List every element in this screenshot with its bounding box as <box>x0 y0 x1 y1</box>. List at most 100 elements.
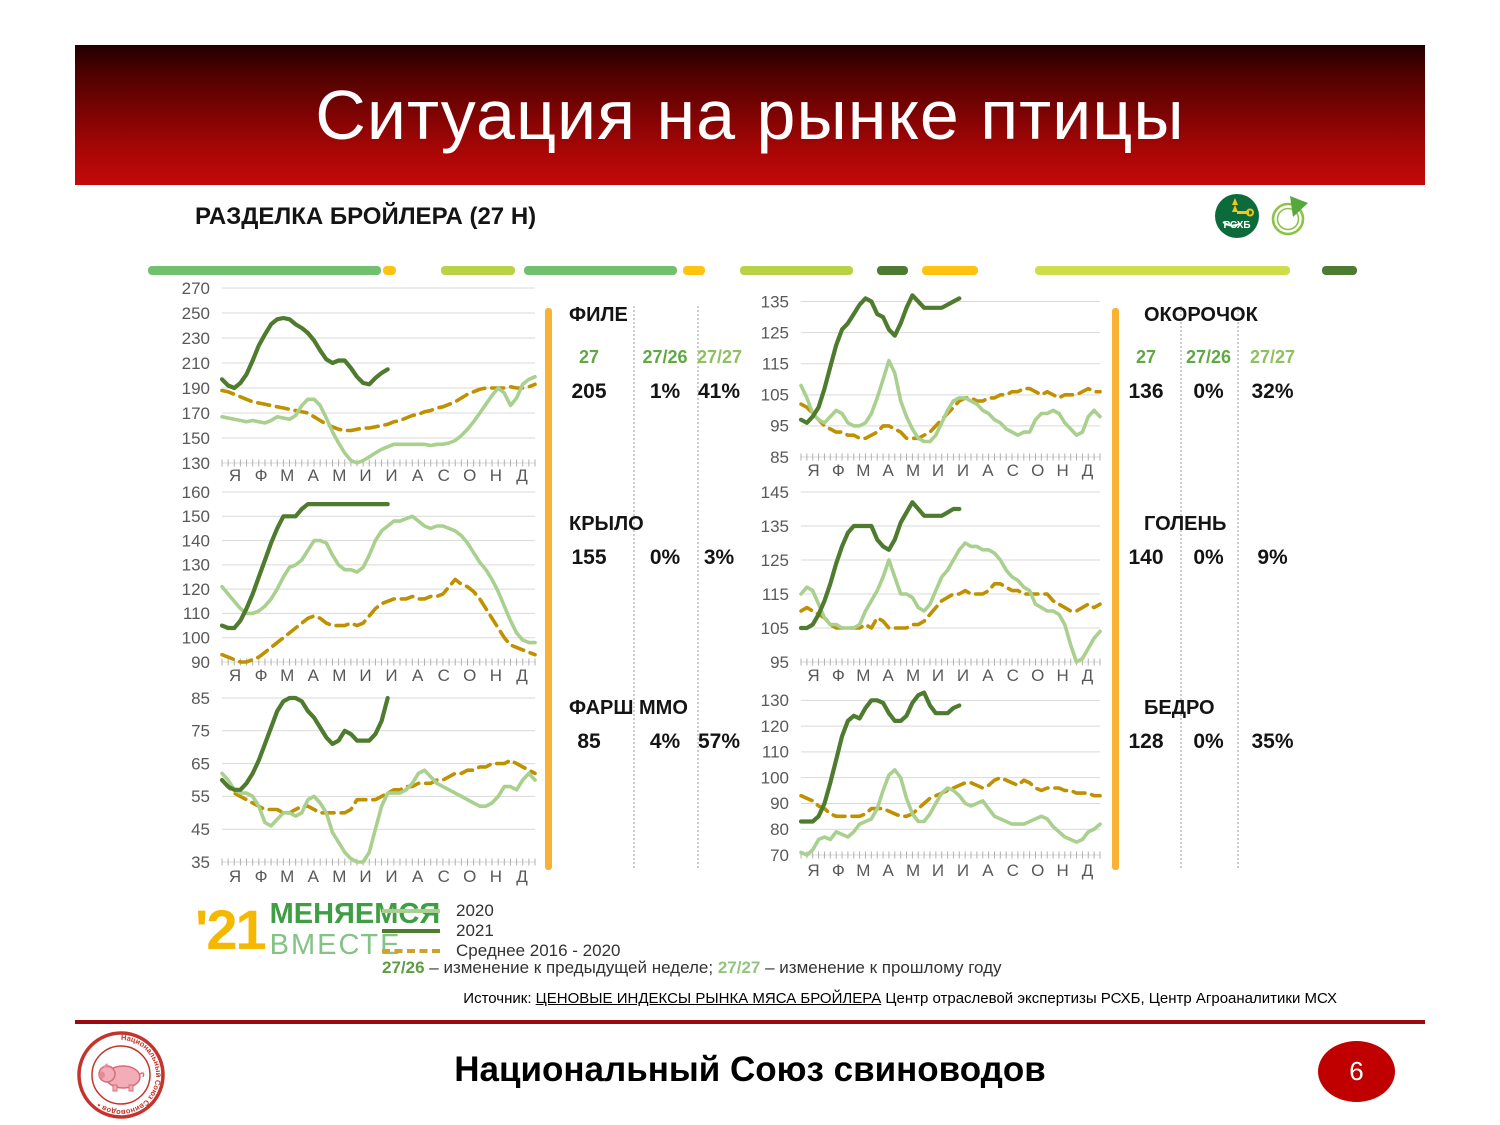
month-label: О <box>463 867 476 886</box>
stat-values: 136 0% 32% <box>1112 380 1308 404</box>
month-label: М <box>856 666 870 685</box>
y-tick-label: 250 <box>182 304 210 323</box>
campaign-year: '21 <box>195 898 267 961</box>
legend-item: 2021 <box>382 921 621 941</box>
stat-section-farsh: ФАРШ ММО 85 4% 57% <box>545 697 741 754</box>
month-label: И <box>932 461 944 480</box>
legend-swatch-Среднее-2016---2020 <box>382 949 440 953</box>
month-label: И <box>359 867 371 886</box>
month-label: Ф <box>255 666 268 685</box>
month-label: И <box>385 867 397 886</box>
stat-title: ФИЛЕ <box>569 304 628 326</box>
month-label: Д <box>1082 666 1094 685</box>
month-label: М <box>332 466 346 485</box>
month-label: А <box>883 666 895 685</box>
month-label: Я <box>807 861 819 880</box>
deco-segment <box>876 266 909 275</box>
deco-segment <box>921 266 979 275</box>
month-label: Д <box>1082 861 1094 880</box>
stat-header-cell: 27/26 <box>642 347 688 367</box>
stat-title: КРЫЛО <box>569 513 644 535</box>
legend: 2020 2021 Среднее 2016 - 2020 <box>382 901 621 961</box>
stat-value-cell: 155 <box>571 546 607 569</box>
stat-value-cell: 136 <box>1128 380 1164 403</box>
y-tick-label: 45 <box>191 820 210 839</box>
month-label: М <box>280 466 294 485</box>
y-tick-label: 135 <box>761 292 789 311</box>
pig-union-logo: Национальный Союз Свиноводов • <box>76 1030 166 1120</box>
stat-section-okor: ОКОРОЧОК 27 27/26 27/27 136 0% 32% <box>1112 304 1308 404</box>
month-label: И <box>957 861 969 880</box>
legend-swatch-2021 <box>382 929 440 933</box>
y-tick-label: 65 <box>191 754 210 773</box>
chart-file: 270 250 230 210 190 170 150 130 Я Ф М А М И И А С О Н Д <box>160 279 540 497</box>
month-label: Д <box>516 666 528 685</box>
legend-swatch-2020 <box>382 909 440 913</box>
month-label: Ф <box>255 867 268 886</box>
month-label: М <box>906 461 920 480</box>
month-label: И <box>957 666 969 685</box>
chart-bedro: 130 120 110 100 90 80 70 Я Ф М А М И И А С О Н Д <box>739 690 1114 900</box>
campaign-line2: ВМЕСТЕ <box>269 928 402 961</box>
month-label: А <box>412 666 424 685</box>
cycle-arrow-logo <box>1265 194 1311 240</box>
series-line-2021 <box>798 690 962 824</box>
y-tick-label: 270 <box>182 280 210 298</box>
y-tick-label: 55 <box>191 787 210 806</box>
y-tick-label: 115 <box>762 355 789 374</box>
column-separator <box>697 306 699 868</box>
legend-label: 2020 <box>456 901 494 920</box>
y-tick-label: 80 <box>770 820 789 839</box>
month-label: Ф <box>832 861 845 880</box>
stat-value-cell: 1% <box>649 380 681 403</box>
month-label: И <box>932 666 944 685</box>
legend-label: Среднее 2016 - 2020 <box>456 941 621 960</box>
month-label: О <box>1031 861 1044 880</box>
y-tick-label: 105 <box>761 386 789 405</box>
series-line-2020 <box>220 375 537 465</box>
month-label: Н <box>490 867 502 886</box>
stat-value-cell: 0% <box>1193 380 1224 403</box>
month-label: С <box>1007 861 1019 880</box>
decorative-segment-bar <box>145 266 1400 276</box>
y-tick-label: 110 <box>762 743 789 762</box>
series-line-avg <box>220 758 537 815</box>
deco-segment <box>1034 266 1290 275</box>
month-label: М <box>906 861 920 880</box>
deco-segment <box>383 266 396 275</box>
stat-header-cell: 27 <box>1135 347 1157 367</box>
stat-title: БЕДРО <box>1144 697 1215 719</box>
month-label: А <box>883 461 895 480</box>
legend-item: 2020 <box>382 901 621 921</box>
series-line-2020 <box>220 514 537 645</box>
note-part: – изменение к предыдущей неделе; <box>424 958 718 977</box>
stat-value-cell: 128 <box>1128 730 1164 753</box>
series-line-2020 <box>799 541 1102 664</box>
month-label: А <box>412 867 424 886</box>
series-line-2021 <box>219 695 390 792</box>
month-label: О <box>463 666 476 685</box>
chart-farsh: 85 75 65 55 45 35 Я Ф М А М И И А С О Н Д <box>160 689 540 900</box>
month-label: А <box>412 466 424 485</box>
y-tick-label: 85 <box>770 448 789 467</box>
y-tick-label: 85 <box>191 690 210 708</box>
source-link: ЦЕНОВЫЕ ИНДЕКСЫ РЫНКА МЯСА БРОЙЛЕРА <box>535 990 882 1007</box>
stat-value-cell: 0% <box>1193 730 1224 753</box>
y-tick-label: 130 <box>182 556 210 575</box>
month-label: Ф <box>255 466 268 485</box>
y-tick-label: 120 <box>182 580 210 599</box>
y-tick-label: 115 <box>762 585 789 604</box>
section-title: РАЗДЕЛКА БРОЙЛЕРА (27 Н) <box>195 203 537 230</box>
stat-value-cell: 35% <box>1251 730 1294 753</box>
y-tick-label: 70 <box>770 846 789 865</box>
month-label: С <box>1007 461 1019 480</box>
month-label: Н <box>1056 666 1068 685</box>
month-label: О <box>463 466 476 485</box>
stat-value-cell: 85 <box>577 730 601 753</box>
source-prefix: Источник: <box>463 990 536 1007</box>
stat-value-cell: 32% <box>1251 380 1294 403</box>
